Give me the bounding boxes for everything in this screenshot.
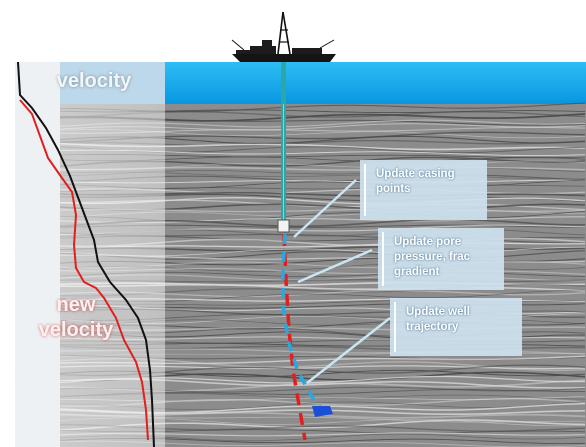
callout-bar [394,302,396,352]
callout-line: gradient [394,266,440,278]
leader-trajectory [306,317,391,384]
casing-shoe-icon [277,219,290,233]
leader-casing [293,179,357,238]
drillship-icon [231,11,336,62]
drill-bit-icon [312,406,333,417]
callout-bar [364,164,366,216]
velocity-log-panel [15,62,60,447]
velocity-panel-overlay [60,104,165,447]
new-velocity-curve [19,99,149,441]
new-velocity-label-line2: velocity [38,319,114,341]
sea-water [165,62,586,104]
leader-pore [297,248,373,284]
callout-update-well-trajectory: Update well trajectory [390,298,522,356]
velocity-curve [17,61,155,447]
updated-well-path [281,233,324,412]
callout-update-casing-points: Update casing points [360,160,487,220]
velocity-label: velocity [56,70,132,92]
callout-update-pore-pressure: Update pore pressure, frac gradient [378,228,504,290]
callout-line: Update pore [394,236,462,248]
callout-line: points [376,183,411,195]
callout-line: trajectory [406,321,459,333]
callout-bar [382,232,384,286]
new-velocity-label: new velocity [22,293,130,343]
callout-line: Update well [406,306,470,318]
new-velocity-label-line1: new [56,294,96,316]
callout-line: pressure, frac [394,251,471,263]
callout-line: Update casing [376,168,455,180]
